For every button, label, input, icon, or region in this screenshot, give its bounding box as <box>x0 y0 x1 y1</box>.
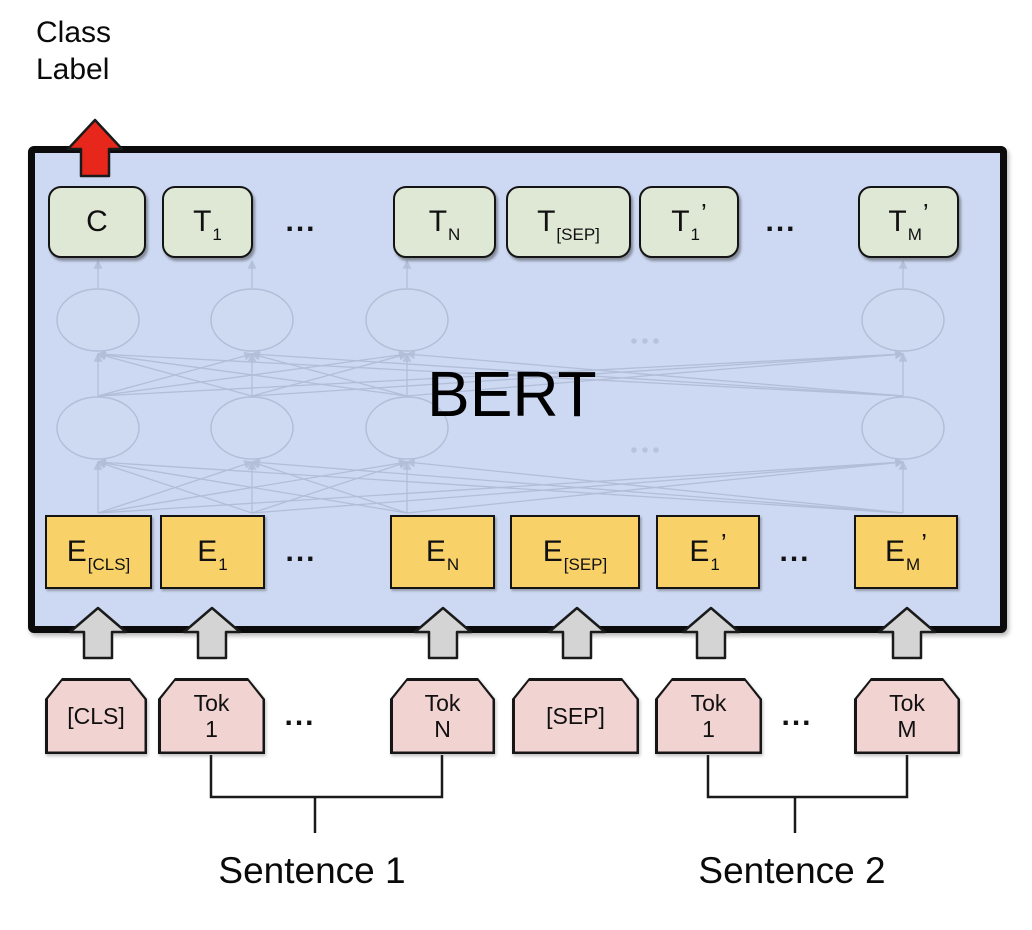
label-subscript: 1 <box>690 225 700 244</box>
output-row-label: C <box>86 205 108 239</box>
label-prime: ’ <box>701 198 707 228</box>
token-box-body: Tok 1 <box>658 681 760 752</box>
token-label-line: Tok <box>690 690 727 716</box>
token-box-tokm: Tok M <box>854 678 960 754</box>
embedding-row-box-1-prime: E1’ <box>656 515 760 589</box>
embedding-row-label: EM’ <box>885 528 927 574</box>
token-label-line: 1 <box>205 716 218 742</box>
embedding-row-box-m-prime: EM’ <box>854 515 958 589</box>
label-subscript: N <box>446 555 460 574</box>
embedding-row-label: E[SEP] <box>542 535 607 574</box>
label-subscript: 1 <box>710 555 720 574</box>
token-box-tok1b: Tok 1 <box>655 678 762 754</box>
embedding-row-ellipsis-1: ... <box>285 535 317 568</box>
output-row-label: TN <box>428 205 461 244</box>
token-row-ellipsis-2: ... <box>781 699 813 732</box>
sentence-bracket-2 <box>706 755 909 833</box>
output-row-box-t1-prime: T1’ <box>639 186 739 258</box>
token-label-line: Tok <box>424 690 461 716</box>
output-row-box-tn: TN <box>393 186 496 258</box>
label-main: E <box>885 535 906 568</box>
token-row-ellipsis-1: ... <box>284 699 316 732</box>
token-box-body: Tok M <box>857 681 958 752</box>
sentence-label-1: Sentence 1 <box>218 850 406 891</box>
output-row-label: T1’ <box>671 198 707 244</box>
output-row-box-tsep: T[SEP] <box>506 186 631 258</box>
token-box-tokn: Tok N <box>390 678 495 754</box>
token-box-tok1: Tok 1 <box>158 678 265 754</box>
token-box-body: [CLS] <box>48 681 145 752</box>
label-subscript: M <box>907 225 922 244</box>
output-row-box-tm-prime: TM’ <box>858 186 959 258</box>
label-main: E <box>66 535 87 568</box>
label-subscript: 1 <box>218 555 228 574</box>
token-box-body: Tok N <box>393 681 493 752</box>
token-label-line: Tok <box>889 690 925 716</box>
label-subscript: N <box>448 225 461 244</box>
bert-label: BERT <box>427 358 597 430</box>
label-prime: ’ <box>922 198 929 228</box>
class-label-line2: Label <box>36 53 110 86</box>
token-box-body: Tok 1 <box>161 681 263 752</box>
label-main: T <box>193 205 212 238</box>
embedding-row-box-cls: E[CLS] <box>45 515 152 589</box>
label-main: T <box>428 205 448 238</box>
output-row-ellipsis-1: ... <box>285 205 317 238</box>
label-subscript: [SEP] <box>556 225 600 244</box>
token-label-line: [CLS] <box>67 703 125 729</box>
output-row-box-c: C <box>48 186 146 258</box>
label-main: T <box>537 205 556 238</box>
sentence-label-2: Sentence 2 <box>698 850 886 891</box>
label-main: E <box>542 535 563 568</box>
label-subscript: [SEP] <box>563 555 608 574</box>
embedding-row-box-sep: E[SEP] <box>510 515 640 589</box>
output-row-label: TM’ <box>888 198 928 244</box>
token-label-line: Tok <box>193 690 230 716</box>
token-label-line: [SEP] <box>546 703 605 729</box>
label-subscript: [CLS] <box>87 555 131 574</box>
embedding-row-label: E1 <box>197 535 227 574</box>
output-row-box-t1: T1 <box>162 186 253 258</box>
class-label-line1: Class <box>36 16 112 49</box>
embedding-row-box-1: E1 <box>160 515 265 589</box>
label-main: T <box>671 205 690 238</box>
embedding-row-box-n: EN <box>390 515 495 589</box>
embedding-row-label: E[CLS] <box>66 535 131 574</box>
token-box-sep: [SEP] <box>512 678 639 754</box>
token-label-line: M <box>897 716 917 742</box>
embedding-row-label: E1’ <box>689 528 726 574</box>
output-row-ellipsis-2: ... <box>765 205 797 238</box>
class-label: Class Label <box>36 14 111 88</box>
token-box-body: [SEP] <box>515 681 637 752</box>
output-row-label: T[SEP] <box>537 205 600 244</box>
label-prime: ’ <box>720 528 727 558</box>
label-main: E <box>197 535 218 568</box>
token-label-line: 1 <box>702 716 715 742</box>
token-label-line: N <box>434 716 451 742</box>
output-row-label: T1 <box>193 205 222 244</box>
label-main: E <box>689 535 710 568</box>
label-subscript: M <box>906 555 921 574</box>
embedding-row-label: EN <box>425 535 459 574</box>
label-subscript: 1 <box>212 225 222 244</box>
label-prime: ’ <box>921 528 927 558</box>
label-main: C <box>86 205 108 238</box>
label-main: E <box>425 535 446 568</box>
sentence-bracket-1 <box>209 755 444 833</box>
label-main: T <box>888 205 907 238</box>
embedding-row-ellipsis-2: ... <box>779 535 811 568</box>
token-box-cls: [CLS] <box>45 678 147 754</box>
